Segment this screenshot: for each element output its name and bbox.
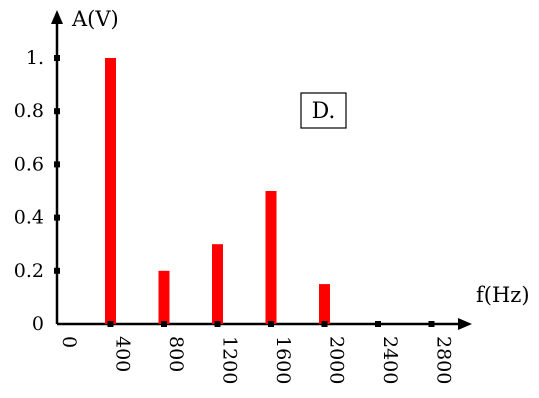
y-tick-label-0.8: 0.8	[14, 100, 44, 122]
bar-2000	[319, 284, 330, 324]
y-tick-label-0.4: 0.4	[14, 207, 44, 229]
y-tick-label-0: 0	[32, 313, 44, 335]
x-tick-label-1200: 1200	[219, 336, 241, 384]
x-tick-mark-400	[107, 321, 114, 327]
x-tick-mark-2000	[321, 321, 328, 327]
y-axis-arrow	[51, 10, 63, 24]
x-axis-arrow	[458, 318, 472, 330]
x-tick-mark-800	[161, 321, 167, 327]
x-tick-label-0: 0	[58, 336, 80, 348]
bar-1600	[265, 191, 277, 324]
y-tick-mark-1.	[54, 55, 60, 61]
bar-800	[158, 270, 170, 324]
x-tick-label-2000: 2000	[326, 336, 348, 384]
x-tick-label-2400: 2400	[379, 336, 401, 384]
y-axis-title: A(V)	[71, 7, 119, 31]
panel-label-box	[300, 92, 347, 129]
y-tick-label-0.2: 0.2	[14, 260, 44, 282]
x-tick-mark-1200	[214, 321, 221, 327]
panel-label: D.	[312, 99, 336, 124]
ticks: 0 400 800 1200 1600 2000 2400 2800 0 0.2 0.4 0.6 0.8…	[14, 47, 455, 384]
x-tick-mark-2800	[428, 321, 435, 327]
x-tick-label-2800: 2800	[433, 336, 455, 384]
x-tick-label-1600: 1600	[272, 336, 294, 384]
y-tick-label-0.6: 0.6	[14, 153, 44, 175]
x-tick-label-400: 400	[112, 336, 134, 372]
x-tick-mark-2400	[375, 321, 381, 327]
y-tick-mark-0.6	[54, 161, 60, 168]
y-tick-mark-0.4	[54, 214, 60, 221]
x-axis-title: f(Hz)	[476, 283, 530, 307]
y-tick-mark-0.8	[54, 108, 60, 115]
y-tick-mark-0.2	[54, 267, 60, 274]
bar-1200	[212, 244, 223, 324]
y-tick-label-1.: 1.	[26, 47, 44, 69]
x-tick-mark-1600	[268, 321, 274, 327]
bars	[105, 58, 330, 324]
bar-400	[105, 58, 116, 324]
x-tick-label-800: 800	[165, 336, 187, 372]
